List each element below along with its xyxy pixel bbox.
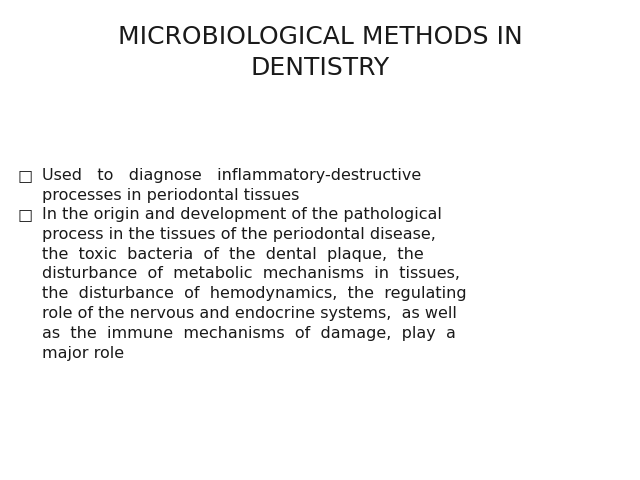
Text: In the origin and development of the pathological
process in the tissues of the : In the origin and development of the pat…: [42, 207, 467, 360]
Text: Used   to   diagnose   inflammatory-destructive
processes in periodontal tissues: Used to diagnose inflammatory-destructiv…: [42, 168, 421, 203]
Text: □: □: [18, 207, 33, 222]
Text: □: □: [18, 168, 33, 183]
Text: MICROBIOLOGICAL METHODS IN
DENTISTRY: MICROBIOLOGICAL METHODS IN DENTISTRY: [118, 25, 522, 80]
